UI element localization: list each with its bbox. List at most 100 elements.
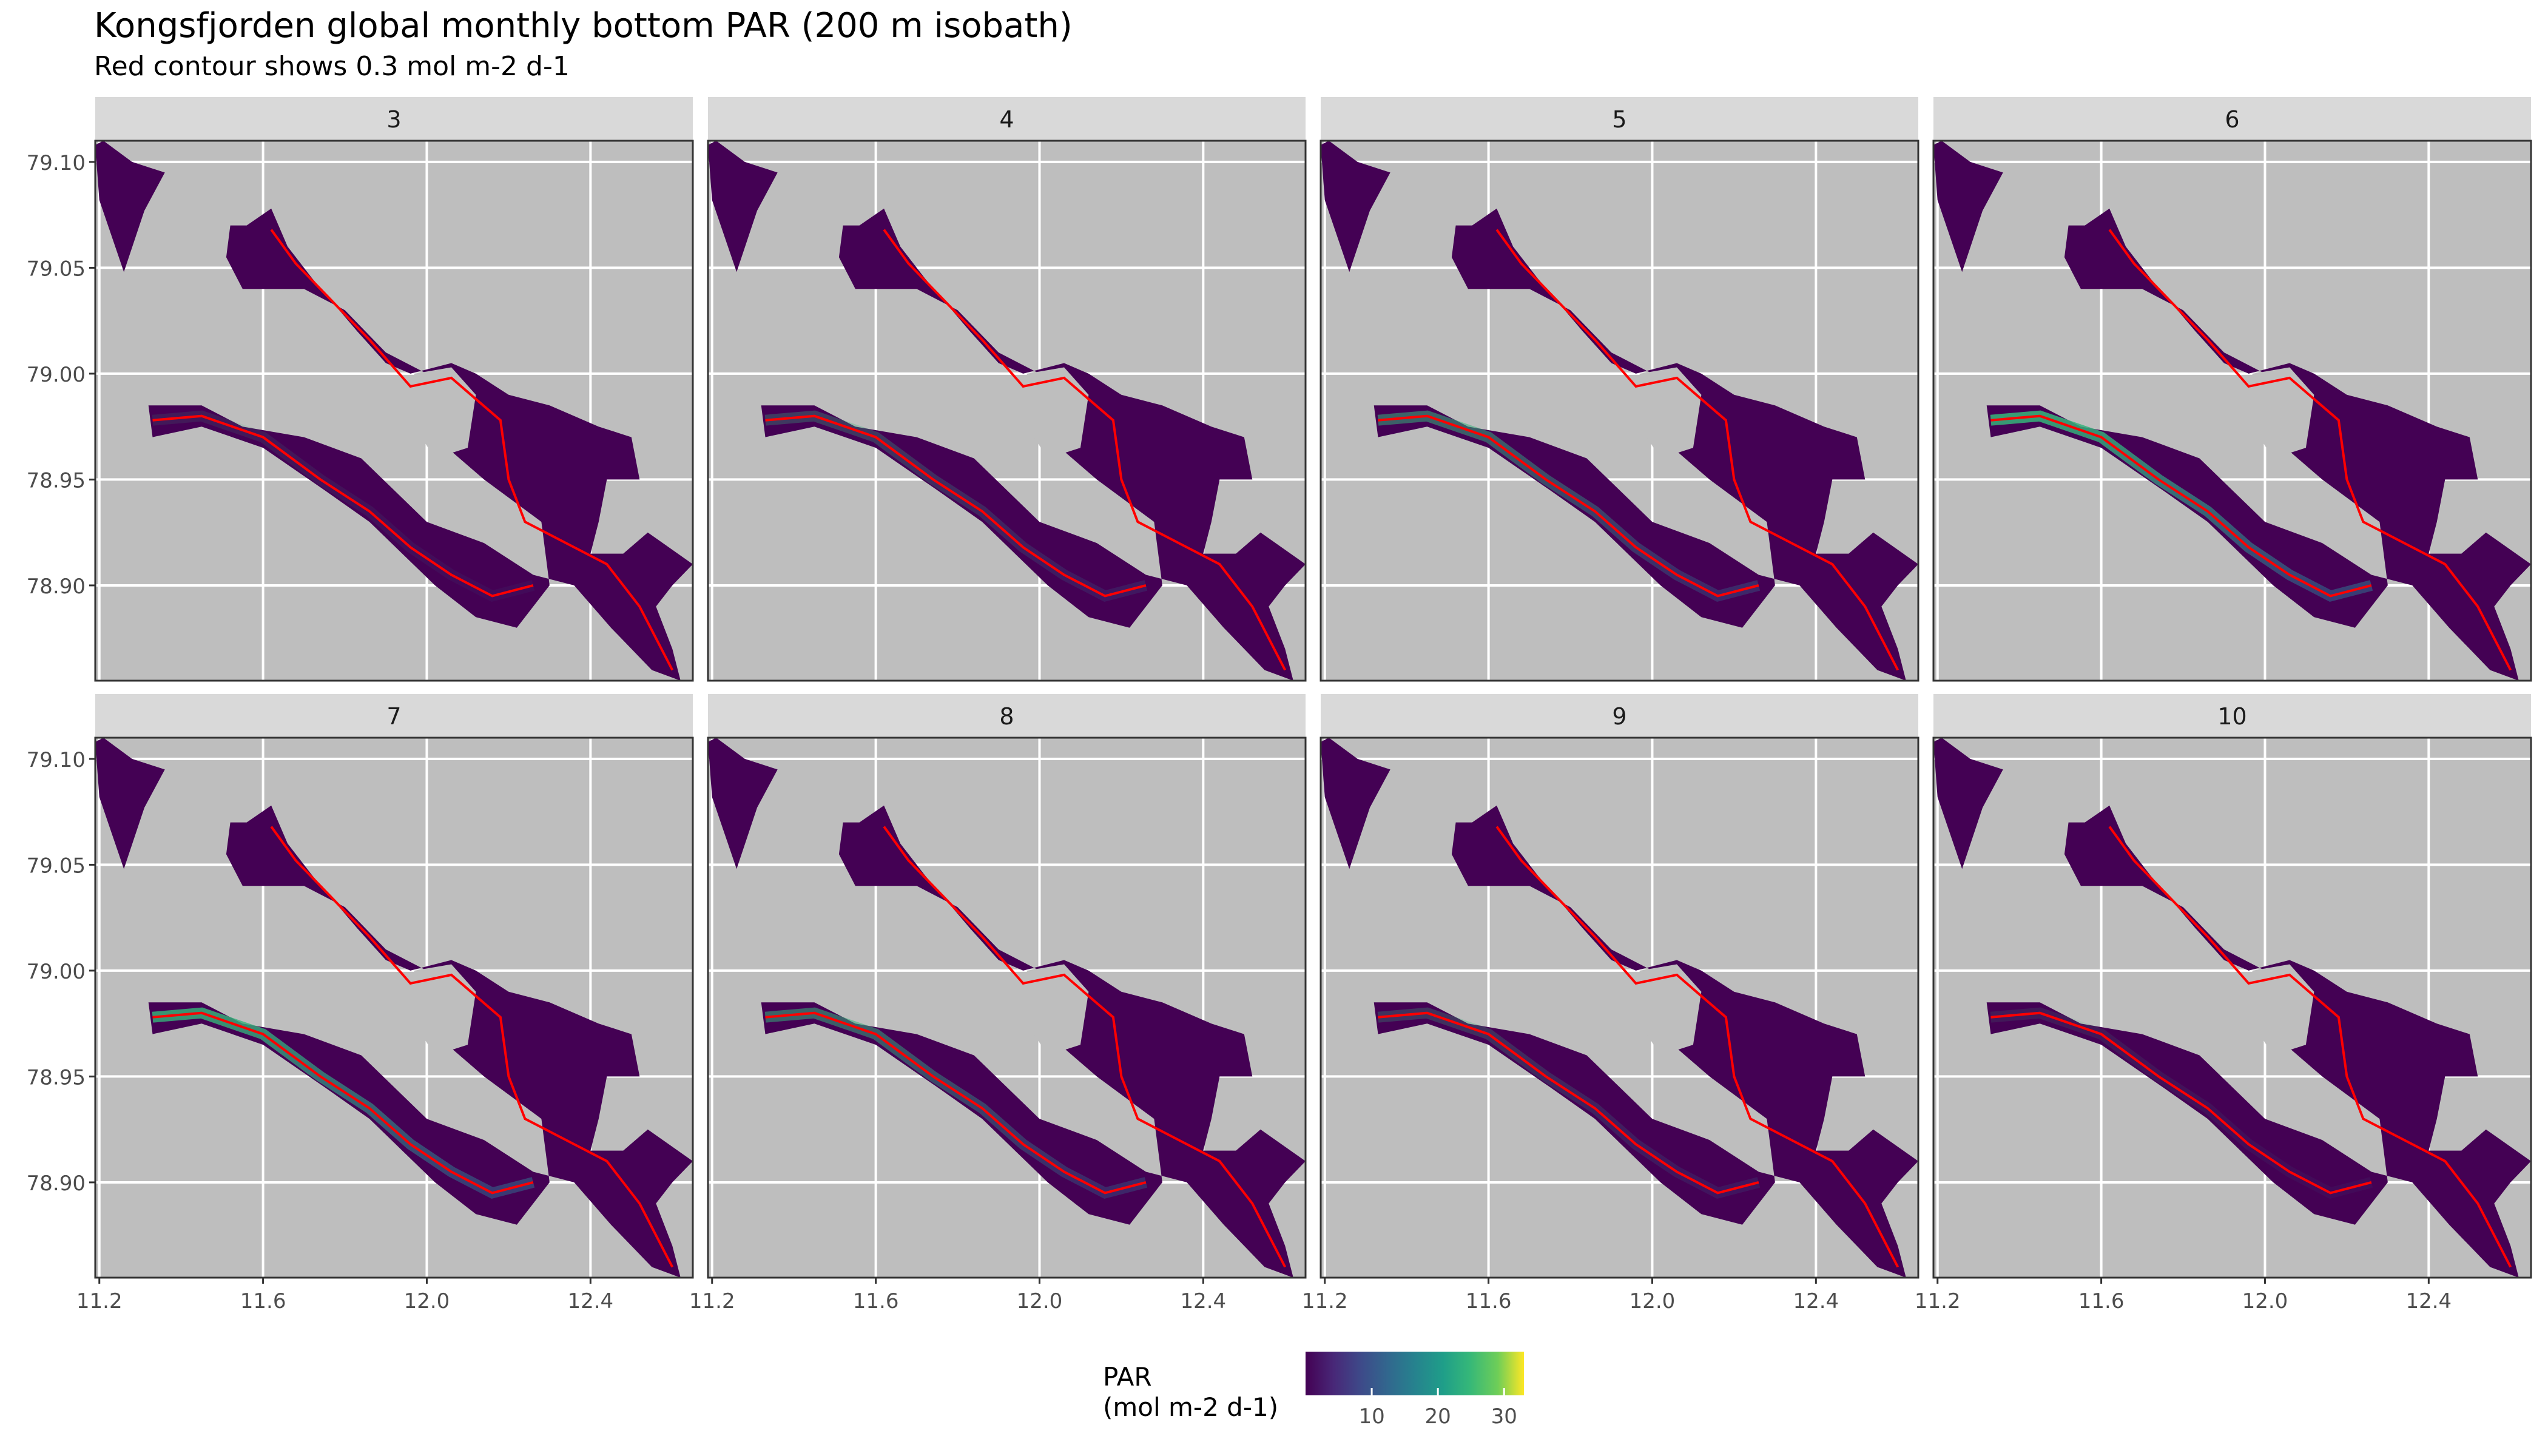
fjord-area-northwest [708, 738, 778, 869]
y-tick-label: 78.95 [27, 468, 86, 493]
fjord-area-northwest [1933, 738, 2003, 869]
y-tick-label: 78.90 [27, 575, 86, 599]
y-tick-label: 79.05 [27, 257, 86, 281]
contour-line [765, 414, 1147, 598]
facet-strip [1933, 694, 2531, 738]
x-tick-label: 12.4 [2405, 1289, 2452, 1313]
facet-strip [95, 97, 693, 141]
x-tick-label: 12.4 [1793, 1289, 1839, 1313]
y-tick-label: 78.95 [27, 1065, 86, 1090]
panel-border [1320, 140, 1919, 682]
contour-line [270, 826, 674, 1268]
y-tick-label: 79.00 [27, 363, 86, 387]
y-tick-label: 79.10 [27, 748, 86, 772]
x-tick-label: 11.6 [240, 1289, 286, 1313]
contour-line [1495, 229, 1899, 671]
panel-border [1932, 736, 2532, 1279]
x-tick-label: 11.6 [1466, 1289, 1512, 1313]
x-tick-label: 11.6 [2078, 1289, 2125, 1313]
facet-strip [1321, 97, 1918, 141]
land-island [1019, 367, 1089, 459]
fjord-area-northwest [1933, 141, 2003, 272]
contour-line [2108, 229, 2512, 671]
contour-line [883, 826, 1287, 1268]
contour-line [152, 414, 534, 598]
fjord-area-northwest [1321, 141, 1390, 272]
y-tick-label: 79.00 [27, 960, 86, 984]
land-island [1019, 964, 1089, 1056]
x-tick-label: 11.6 [853, 1289, 899, 1313]
contour-line [883, 229, 1287, 671]
colorbar-legend: 10 20 30 [1306, 1352, 1524, 1429]
land-island [406, 964, 476, 1056]
facet-strip [708, 694, 1306, 738]
panel-border [707, 140, 1307, 682]
x-tick-label: 11.2 [1915, 1289, 1961, 1313]
x-tick-label: 12.0 [404, 1289, 450, 1313]
facet-label: 6 [2225, 106, 2239, 133]
x-tick-label: 12.4 [567, 1289, 613, 1313]
fjord-area-main [761, 208, 1306, 681]
colorbar-tick-label: 20 [1425, 1404, 1451, 1429]
contour-line [152, 1011, 534, 1195]
y-tick-label: 79.10 [27, 151, 86, 175]
facet-strip [1933, 97, 2531, 141]
y-tick-label: 78.90 [27, 1171, 86, 1196]
contour-line [1495, 826, 1899, 1268]
contour-line [2108, 826, 2512, 1268]
legend-title: PAR (mol m-2 d-1) [1103, 1362, 1279, 1422]
contour-line [765, 1011, 1147, 1195]
facet-strip [1321, 694, 1918, 738]
contour-line [1378, 414, 1759, 598]
x-tick-label: 11.2 [689, 1289, 735, 1313]
fjord-area-northwest [95, 141, 165, 272]
facet-label: 8 [999, 703, 1014, 730]
y-tick-label: 79.05 [27, 854, 86, 878]
panels-group: 3 79.10 79.05 79.00 78.95 78.90 4 5 6 7 79.10 79.05… [27, 97, 2532, 1313]
chart-title: Kongsfjorden global monthly bottom PAR (… [94, 6, 1073, 46]
contour-line [1990, 1011, 2372, 1195]
panel-border [707, 736, 1307, 1279]
facet-label: 4 [999, 106, 1014, 133]
contour-line [1378, 1011, 1759, 1195]
fjord-area-northwest [708, 141, 778, 272]
x-tick-label: 12.0 [1017, 1289, 1063, 1313]
fjord-area-main [1986, 805, 2531, 1278]
facet-strip [708, 97, 1306, 141]
contour-line [1990, 414, 2372, 598]
facet-label: 7 [386, 703, 401, 730]
fjord-area-main [148, 805, 693, 1278]
fjord-area-main [148, 208, 693, 681]
facet-label: 5 [1612, 106, 1626, 133]
panel-border [1320, 736, 1919, 1279]
colorbar-tick-label: 30 [1491, 1404, 1517, 1429]
land-island [2244, 367, 2314, 459]
fjord-area-main [1373, 805, 1918, 1278]
fjord-area-northwest [95, 738, 165, 869]
x-tick-label: 11.2 [1302, 1289, 1348, 1313]
contour-line [270, 229, 674, 671]
facet-label: 9 [1612, 703, 1626, 730]
land-island [2244, 964, 2314, 1056]
fjord-area-main [1373, 208, 1918, 681]
colorbar [1306, 1352, 1524, 1395]
fjord-area-main [761, 805, 1306, 1278]
fjord-area-northwest [1321, 738, 1390, 869]
panel-border [94, 736, 694, 1279]
land-island [1631, 964, 1702, 1056]
panel-border [94, 140, 694, 682]
x-tick-label: 11.2 [76, 1289, 123, 1313]
colorbar-tick-label: 10 [1358, 1404, 1384, 1429]
facet-label: 10 [2217, 703, 2246, 730]
facet-strip [95, 694, 693, 738]
chart-subtitle: Red contour shows 0.3 mol m-2 d-1 [94, 51, 570, 82]
panel-border [1932, 140, 2532, 682]
facet-label: 3 [386, 106, 401, 133]
x-tick-label: 12.4 [1180, 1289, 1226, 1313]
x-tick-label: 12.0 [2242, 1289, 2288, 1313]
land-island [406, 367, 476, 459]
x-tick-label: 12.0 [1630, 1289, 1676, 1313]
land-island [1631, 367, 1702, 459]
fjord-area-main [1986, 208, 2531, 681]
